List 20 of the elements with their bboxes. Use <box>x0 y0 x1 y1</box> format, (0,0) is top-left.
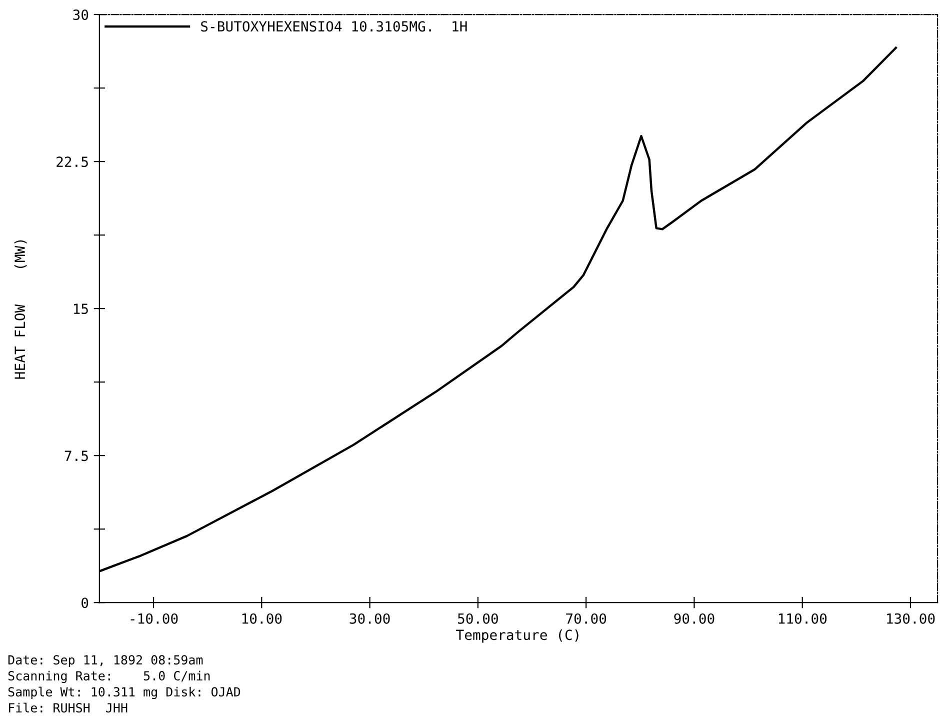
x-tick-label: 50.00 <box>458 613 498 624</box>
text: S-BUTOXYHEXENSIO4 10.3105MG. 1H <box>201 21 467 32</box>
x-axis-title: Temperature (C) <box>456 629 578 643</box>
y-tick-label: 30 <box>73 10 88 20</box>
text: Sample Wt: 10.311 mg Disk: OJAD <box>8 686 240 700</box>
x-tick-label: 70.00 <box>566 613 606 624</box>
text: Date: Sep 11, 1892 08:59am <box>8 655 203 668</box>
x-tick-label: 130.00 <box>887 613 935 624</box>
x-tick-label: 10.00 <box>242 613 282 624</box>
y-tick-label: 0 <box>82 598 88 608</box>
text: File: RUHSH JHH <box>9 702 128 713</box>
x-tick-label: 30.00 <box>350 613 390 624</box>
x-tick-label: 110.00 <box>778 613 827 624</box>
y-tick-label: 15 <box>74 304 88 314</box>
x-tick-label: -10.00 <box>130 613 178 624</box>
y-tick-label: 7.5 <box>64 450 88 462</box>
text: Scanning Rate: 5.0 C/min <box>8 670 210 684</box>
y-axis-title: HEAT FLOW (MW) <box>14 240 27 379</box>
x-tick-label: 90.00 <box>674 613 714 624</box>
y-tick-label: 22.5 <box>56 156 88 168</box>
